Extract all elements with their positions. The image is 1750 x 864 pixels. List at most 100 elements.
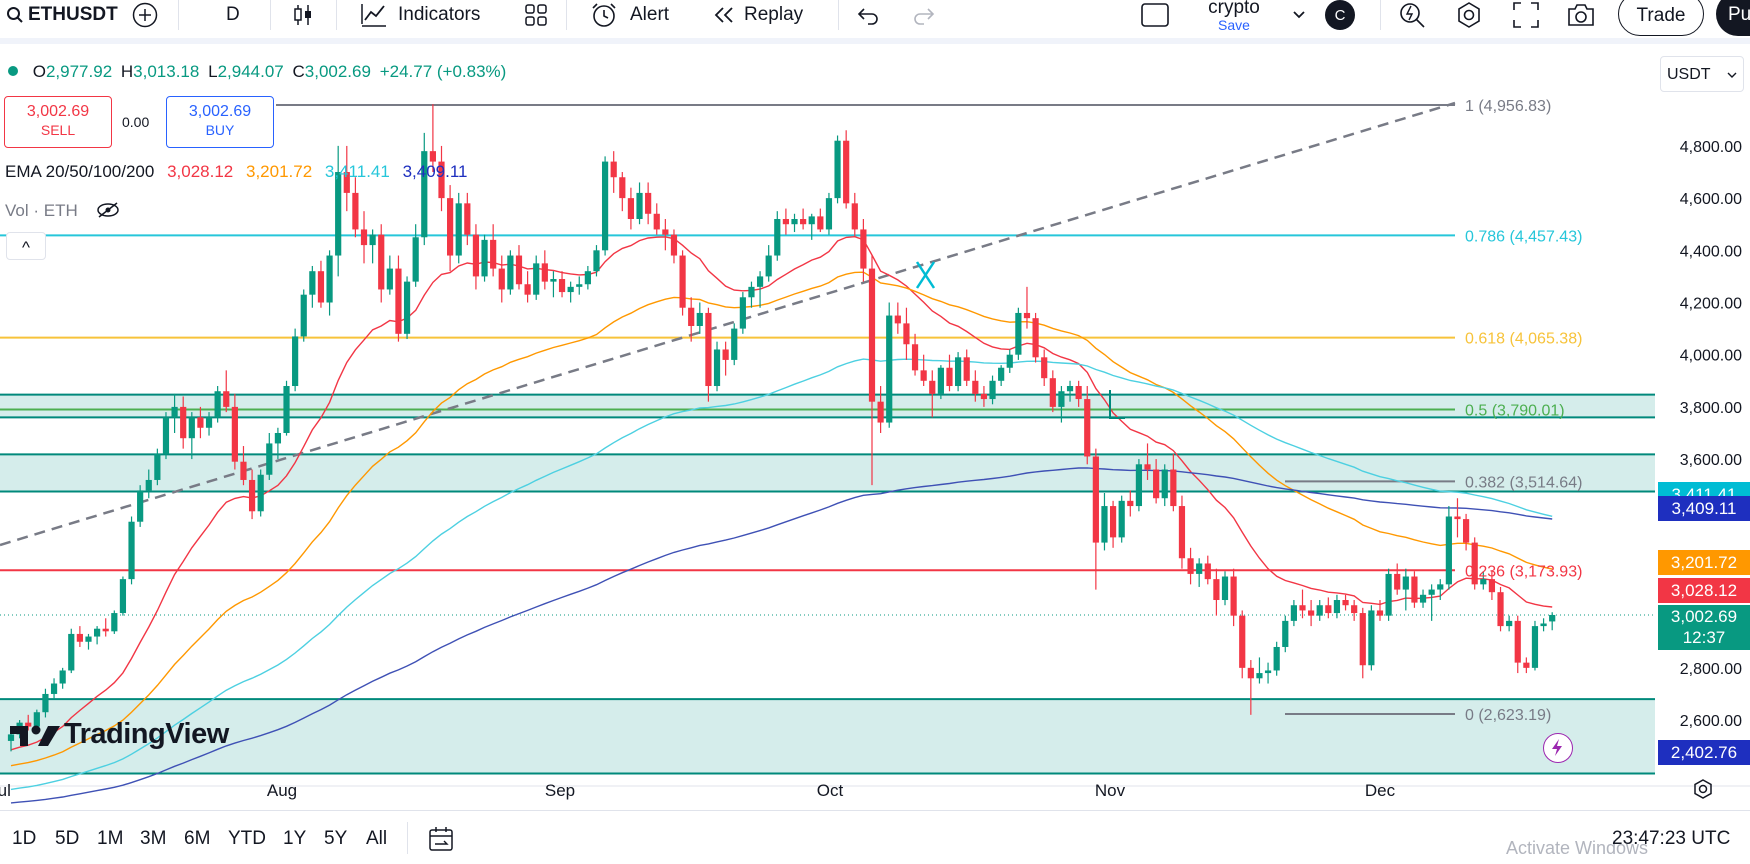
last-price-label: 3,002.69 12:37 bbox=[1658, 605, 1750, 650]
layout-menu-button[interactable] bbox=[1292, 0, 1306, 30]
candle-body bbox=[59, 670, 66, 684]
candle-body bbox=[1101, 506, 1108, 543]
candle-body bbox=[274, 432, 282, 444]
candle-body bbox=[1488, 579, 1496, 593]
candle-body bbox=[834, 140, 841, 199]
candle-body bbox=[292, 336, 299, 387]
candle-body bbox=[670, 234, 678, 256]
candle-body bbox=[1256, 673, 1263, 679]
timeframe-5y[interactable]: 5Y bbox=[324, 828, 348, 849]
candle-body bbox=[972, 380, 979, 394]
candle-body bbox=[593, 250, 600, 272]
ohlc-high: 3,013.18 bbox=[133, 62, 200, 81]
indicators-label: Indicators bbox=[398, 4, 481, 25]
lightning-icon bbox=[1552, 739, 1562, 756]
ohlc-low: 2,944.07 bbox=[217, 62, 284, 81]
timeframe-1m[interactable]: 1M bbox=[97, 828, 124, 849]
settings-button[interactable] bbox=[1455, 0, 1483, 30]
candle-body bbox=[1239, 615, 1246, 668]
candles-icon bbox=[294, 5, 311, 25]
timeframe-all[interactable]: All bbox=[366, 828, 388, 849]
volume-legend-title: Vol · ETH bbox=[5, 201, 78, 220]
fullscreen-button[interactable] bbox=[1512, 0, 1540, 30]
ema-legend-title: EMA 20/50/100/200 bbox=[5, 162, 155, 181]
chart-type-button[interactable] bbox=[292, 0, 314, 30]
candle-body bbox=[1514, 620, 1521, 663]
candle-body bbox=[1015, 312, 1022, 355]
timeframe-6m[interactable]: 6M bbox=[184, 828, 211, 849]
utc-clock[interactable]: 23:47:23 UTC bbox=[1612, 828, 1731, 849]
interval-button[interactable]: D bbox=[226, 0, 240, 30]
alert-bolt-button[interactable] bbox=[1543, 733, 1573, 763]
candle-body bbox=[498, 268, 505, 290]
tradingview-logo-icon bbox=[10, 725, 60, 746]
toolbar-divider bbox=[838, 0, 839, 30]
candle-body bbox=[567, 286, 574, 293]
buy-price: 3,002.69 bbox=[188, 103, 252, 120]
indicators-button[interactable]: Indicators bbox=[360, 0, 480, 30]
compare-add-button[interactable] bbox=[132, 0, 158, 30]
avatar-letter: C bbox=[1325, 0, 1355, 30]
ema-legend[interactable]: EMA 20/50/100/200 3,028.12 3,201.72 3,41… bbox=[5, 162, 468, 182]
candle-body bbox=[1084, 399, 1091, 457]
candle-body bbox=[963, 357, 970, 381]
support-resistance-zone bbox=[0, 394, 1655, 418]
candle-body bbox=[309, 271, 316, 295]
candle-body bbox=[584, 271, 591, 285]
timeframe-1d[interactable]: 1D bbox=[12, 828, 37, 849]
currency-select[interactable]: USDT bbox=[1660, 56, 1744, 92]
publish-button[interactable]: Pu bbox=[1716, 0, 1750, 36]
candle-body bbox=[7, 734, 15, 741]
trade-button[interactable]: Trade bbox=[1618, 0, 1704, 36]
timeframe-ytd[interactable]: YTD bbox=[228, 828, 266, 849]
candle-body bbox=[1023, 312, 1031, 319]
replay-button[interactable]: Replay bbox=[712, 0, 803, 30]
ohlc-open: 2,977.92 bbox=[45, 62, 113, 81]
redo-button[interactable] bbox=[912, 0, 936, 30]
go-to-date-button[interactable] bbox=[427, 825, 455, 858]
layout-toggle[interactable] bbox=[1140, 0, 1170, 30]
sell-button[interactable]: 3,002.69 SELL bbox=[4, 96, 112, 148]
candle-body bbox=[1066, 386, 1074, 392]
candle-body bbox=[429, 151, 436, 162]
timeframe-3m[interactable]: 3M bbox=[140, 828, 167, 849]
candle-body bbox=[1135, 464, 1143, 507]
timeframe-1y[interactable]: 1Y bbox=[283, 828, 307, 849]
candle-body bbox=[851, 203, 858, 230]
timeframe-5d[interactable]: 5D bbox=[55, 828, 80, 849]
candle-body bbox=[739, 297, 746, 329]
fullscreen-icon bbox=[1513, 2, 1539, 28]
publish-label: Pu bbox=[1728, 4, 1750, 25]
y-tick-label: 4,000.00 bbox=[1680, 348, 1742, 365]
axis-settings-button[interactable] bbox=[1692, 778, 1714, 805]
candle-body bbox=[490, 239, 497, 269]
alert-button[interactable]: Alert bbox=[590, 0, 669, 30]
undo-button[interactable] bbox=[856, 0, 880, 30]
candle-body bbox=[756, 276, 764, 287]
toolbar-divider bbox=[1380, 0, 1381, 30]
price-chart[interactable]: 1 (4,956.83) 0.786 (4,457.43) 0.618 (4,065… bbox=[0, 44, 1750, 810]
candle-body bbox=[1213, 579, 1220, 601]
symbol-search[interactable]: ETHUSDT bbox=[6, 0, 118, 30]
ema200-price-label: 3,409.11 bbox=[1658, 496, 1750, 521]
trade-label: Trade bbox=[1636, 5, 1686, 26]
account-avatar[interactable]: C bbox=[1325, 0, 1355, 30]
candle-body bbox=[1385, 573, 1392, 616]
range-low-price-label: 2,402.76 bbox=[1658, 740, 1750, 765]
candle-body bbox=[627, 198, 635, 219]
candle-body bbox=[782, 218, 789, 225]
layout-name-button[interactable]: crypto Save bbox=[1194, 0, 1274, 32]
eye-off-icon[interactable] bbox=[96, 201, 120, 219]
alarm-clock-icon bbox=[592, 3, 616, 27]
candle-body bbox=[507, 255, 514, 290]
templates-button[interactable] bbox=[524, 0, 548, 30]
quick-search-button[interactable] bbox=[1398, 0, 1426, 30]
snapshot-button[interactable] bbox=[1566, 0, 1596, 30]
buy-button[interactable]: 3,002.69 BUY bbox=[166, 96, 274, 148]
candle-body bbox=[533, 263, 540, 295]
candle-body bbox=[1368, 610, 1375, 666]
ohlc-l-label: L bbox=[208, 62, 218, 81]
volume-legend[interactable]: Vol · ETH bbox=[5, 198, 120, 221]
collapse-legend-button[interactable]: ^ bbox=[6, 232, 46, 260]
candle-body bbox=[197, 417, 204, 428]
